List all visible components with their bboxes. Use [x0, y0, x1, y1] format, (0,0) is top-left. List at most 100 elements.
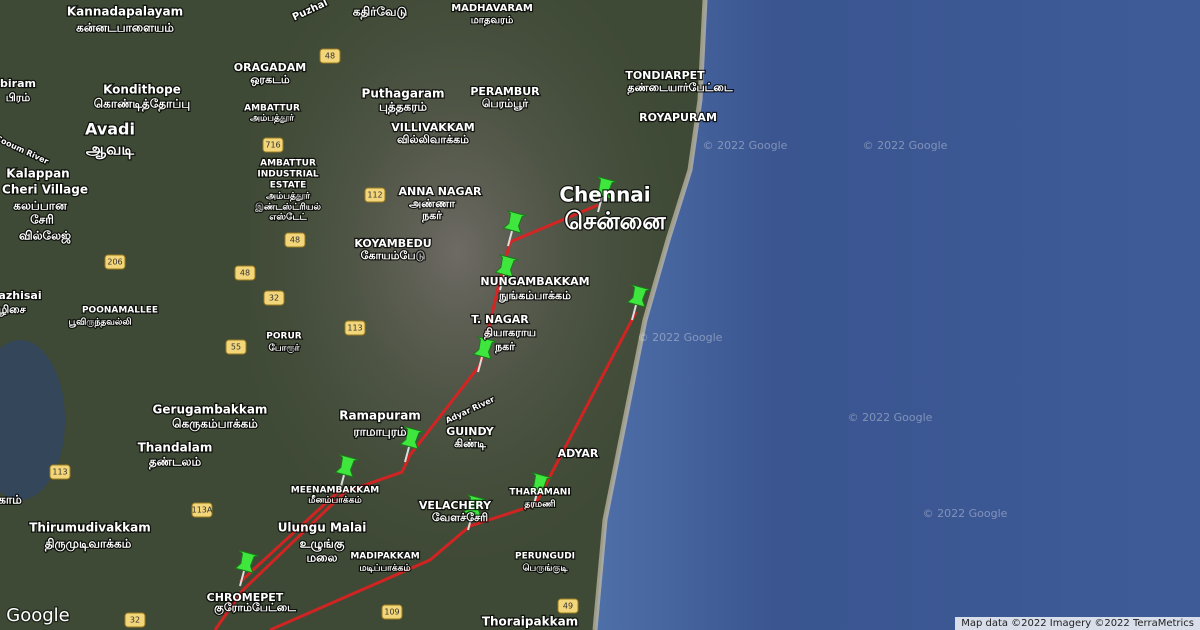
place-label: biram [0, 77, 36, 90]
place-label: Thoraipakkam [482, 615, 578, 629]
road-shield-label: 48 [325, 52, 335, 61]
road-shield-label: 48 [290, 236, 300, 245]
place-label: NUNGAMBAKKAM [480, 275, 589, 288]
place-label: Kondithope [103, 83, 181, 97]
place-label: கோயம்பேடு [361, 249, 426, 262]
place-label: அம்பத்தூர் [250, 114, 294, 124]
place-label: சேரி [30, 213, 54, 227]
google-logo: Google [6, 605, 69, 626]
watermark: © 2022 Google [863, 139, 948, 152]
pin-needle [532, 492, 539, 509]
pin-head [626, 284, 651, 308]
place-label: குரோம்பேட்டை [214, 601, 296, 616]
place-label: தரமணி [524, 499, 555, 510]
road-shield-label: 112 [367, 191, 382, 200]
place-label: TONDIARPET [625, 69, 705, 82]
place-label: KOYAMBEDU [354, 237, 431, 250]
place-label: ADYAR [558, 447, 599, 460]
place-label: கன்னடபாளையம் [76, 21, 174, 35]
pin [462, 494, 487, 531]
pin-needle [404, 446, 411, 463]
pin [502, 210, 527, 247]
place-label: மாதவரம் [471, 15, 514, 26]
pin-head [494, 254, 519, 278]
coastline [592, 0, 708, 630]
place-label: அம்பத்தூர் [266, 192, 310, 202]
watermark: © 2022 Google [848, 411, 933, 424]
pin-head [462, 494, 487, 518]
pins [234, 176, 651, 587]
place-label: INDUSTRIAL [257, 170, 319, 180]
pin [334, 454, 359, 491]
place-label: கதிர்வேடு [353, 5, 408, 20]
place-label: மலை [307, 551, 338, 565]
place-label: Ulungu Malai [278, 521, 367, 535]
place-label: பூவிருந்தவல்லி [68, 317, 131, 328]
lake [0, 340, 65, 500]
pin-needle [467, 514, 474, 531]
pin [592, 176, 617, 213]
place-label: Thirumudivakkam [29, 521, 151, 535]
pin-needle [499, 274, 506, 291]
pin [626, 284, 651, 321]
pin-head [234, 550, 259, 574]
pin [399, 426, 424, 463]
pin-head [592, 176, 617, 200]
road-shield-label: 113 [52, 468, 67, 477]
route [238, 488, 342, 584]
place-label: ராமாபுரம் [353, 425, 407, 439]
place-label: திருமுடிவாக்கம் [45, 537, 132, 552]
place-label: இண்டஸ்ட்ரியல் [254, 202, 321, 213]
place-label: Thandalam [138, 441, 213, 455]
place-label: பிரம் [6, 91, 31, 104]
place-label: பெருங்குடி [522, 563, 568, 575]
place-label: Kannadapalayam [67, 5, 183, 19]
road-shield-label: 48 [240, 269, 250, 278]
road-shield-label: 32 [269, 294, 279, 303]
pin-needle [507, 230, 514, 247]
road-shield [225, 339, 247, 355]
place-label: PERAMBUR [470, 85, 540, 98]
place-label: ORAGADAM [234, 61, 306, 74]
pin [234, 550, 259, 587]
pin-needle [477, 356, 484, 373]
place-label: ஆவடி [86, 140, 135, 160]
place-label: உழுங்கு [300, 537, 345, 552]
pin-needle [597, 196, 604, 213]
route [213, 203, 599, 630]
place-label: VILLIVAKKAM [391, 121, 475, 134]
place-label: GUINDY [446, 425, 495, 438]
place-label: நகர் [494, 340, 515, 354]
road-shield [263, 290, 285, 306]
road-shield-label: 113 [347, 324, 362, 333]
pin-head [527, 472, 552, 496]
road-shield [284, 232, 306, 248]
place-label: காம் [0, 493, 22, 507]
place-label: Avadi [85, 120, 135, 139]
place-label: கெருகம்பாக்கம் [172, 417, 258, 432]
road-shield-label: 206 [107, 258, 122, 267]
place-label: ஒரகடம் [250, 73, 290, 86]
place-label: அண்ணா [409, 197, 455, 210]
watermark: © 2022 Google [703, 139, 788, 152]
road-shield [319, 48, 341, 64]
place-label: Cheri Village [2, 183, 88, 197]
road-shield-label: 109 [384, 608, 399, 617]
road-shield [344, 320, 366, 336]
place-label: நகர் [421, 209, 442, 223]
place-label: ROYAPURAM [639, 111, 717, 124]
place-label: MADHAVARAM [451, 3, 533, 14]
pin-head [472, 336, 497, 360]
place-label: MADIPAKKAM [350, 552, 419, 562]
road-shield-label: 55 [231, 343, 241, 352]
place-label: நுங்கம்பாக்கம் [498, 289, 571, 303]
pin [527, 472, 552, 509]
place-label: மடிப்பாக்கம் [359, 564, 410, 574]
place-label: Chennai [559, 183, 650, 207]
place-label: தண்டலம் [149, 455, 202, 470]
place-label: புத்தகரம் [379, 100, 427, 115]
road-shield [124, 612, 146, 628]
road-shield-label: 32 [130, 616, 140, 625]
pin-needle [239, 570, 246, 587]
